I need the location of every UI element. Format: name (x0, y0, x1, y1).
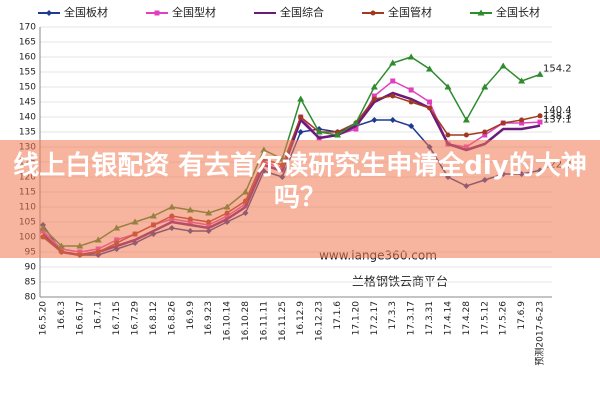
point (444, 83, 452, 90)
point (390, 78, 396, 84)
point (315, 128, 323, 135)
ad-text[interactable]: 线上白银配资 有去首尔读研究生申请全diy的大神吗？ (13, 151, 587, 213)
end-label: 137.1 (543, 115, 572, 126)
point (389, 59, 397, 66)
y-tick-label: 90 (25, 263, 37, 273)
legend-label: 全国板材 (64, 5, 108, 19)
y-tick-label: 165 (19, 38, 36, 48)
point (154, 10, 160, 16)
y-tick-label: 135 (19, 128, 36, 138)
ad-banner (0, 140, 600, 258)
point (462, 116, 470, 123)
x-tick-label: 17.5.26 (499, 301, 509, 336)
x-tick-label: 预测2017-6-23 (535, 301, 546, 366)
point (537, 119, 543, 125)
point (519, 117, 525, 123)
end-label: 154.2 (543, 63, 572, 74)
point (477, 9, 485, 16)
point (518, 77, 526, 84)
point (407, 53, 415, 60)
point (499, 62, 507, 69)
point (371, 96, 377, 102)
point (463, 132, 469, 138)
y-tick-label: 145 (19, 98, 36, 108)
y-tick-label: 155 (19, 68, 36, 78)
y-tick-label: 85 (25, 278, 36, 288)
point (482, 129, 488, 135)
point (408, 99, 414, 105)
point (500, 120, 506, 126)
point (427, 99, 433, 105)
x-tick-label: 17.2.17 (370, 301, 380, 335)
point (297, 95, 305, 102)
x-tick-label: 16.10.14 (223, 301, 233, 341)
x-tick-label: 16.6.17 (75, 301, 85, 335)
x-tick-label: 17.1.6 (333, 301, 343, 330)
point (482, 132, 488, 138)
y-tick-label: 160 (19, 53, 36, 63)
point (408, 123, 415, 129)
point (334, 131, 342, 138)
point (427, 105, 433, 111)
x-tick-label: 16.10.28 (241, 301, 251, 341)
x-tick-label: 16.8.12 (149, 301, 159, 335)
x-tick-label: 16.7.15 (112, 301, 122, 335)
point (426, 65, 434, 72)
point (297, 129, 304, 135)
point (371, 117, 378, 123)
x-tick-label: 16.12.23 (315, 301, 325, 341)
point (352, 119, 360, 126)
x-tick-label: 17.3.31 (425, 301, 435, 335)
legend-label: 全国综合 (280, 5, 324, 19)
y-tick-label: 150 (19, 83, 36, 93)
x-tick-label: 16.7.29 (131, 301, 141, 336)
point (353, 126, 359, 132)
point (46, 10, 52, 16)
point (371, 93, 377, 99)
x-tick-label: 16.6.3 (57, 301, 67, 330)
point (390, 93, 396, 99)
x-tick-label: 17.3.17 (407, 301, 417, 335)
y-tick-label: 140 (19, 113, 36, 123)
point (370, 83, 378, 90)
y-tick-label: 170 (19, 23, 36, 33)
x-tick-label: 16.5.20 (39, 301, 49, 336)
y-tick-label: 80 (25, 293, 37, 303)
x-tick-label: 17.1.20 (351, 301, 361, 336)
x-tick-label: 16.11.11 (259, 301, 269, 341)
end-label: 138.3 (543, 111, 572, 122)
point (519, 120, 525, 126)
x-tick-label: 16.11.25 (278, 301, 288, 341)
x-tick-label: 17.4.28 (462, 301, 472, 336)
point (389, 117, 396, 123)
point (298, 114, 304, 120)
x-tick-label: 17.3.3 (388, 301, 398, 330)
legend-label: 全国管材 (388, 5, 432, 19)
x-tick-label: 17.4.14 (443, 301, 453, 336)
point (370, 10, 376, 16)
x-tick-label: 16.9.9 (186, 301, 196, 330)
point (537, 113, 543, 119)
x-tick-label: 17.5.12 (480, 301, 490, 335)
x-tick-label: 16.7.1 (94, 301, 104, 330)
x-tick-label: 17.6.9 (517, 301, 527, 330)
x-tick-label: 16.12.9 (296, 301, 306, 336)
x-tick-label: 16.8.26 (167, 301, 177, 336)
point (481, 83, 489, 90)
point (445, 132, 451, 138)
point (536, 70, 544, 77)
end-label: 140.4 (543, 105, 572, 116)
point (408, 87, 414, 93)
legend-label: 全国长材 (496, 5, 540, 19)
watermark-platform: 兰格钢铁云商平台 (352, 274, 448, 289)
x-tick-label: 16.9.23 (204, 301, 214, 335)
legend-label: 全国型材 (172, 5, 216, 19)
